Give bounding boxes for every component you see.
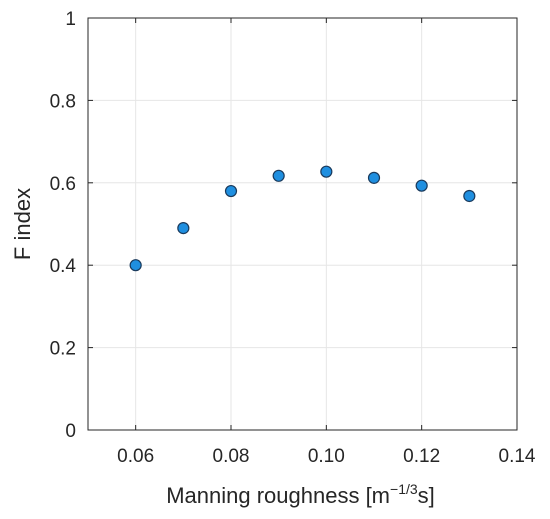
data-point [415, 179, 428, 192]
x-tick-label: 0.12 [403, 446, 440, 467]
x-tick-label: 0.08 [213, 446, 250, 467]
data-point [272, 169, 285, 182]
point-layer [129, 165, 476, 272]
x-axis-label: Manning roughness [m−1/3s] [166, 481, 435, 508]
grid-layer [88, 17, 518, 431]
tick-layer: 0.06 0.08 0.10 0.12 0.14 0 0.2 0.4 0.6 0.8 1 [50, 9, 536, 467]
y-tick-label: 0 [65, 421, 76, 442]
data-point [320, 165, 333, 178]
data-point [129, 259, 142, 272]
x-axis-label-superscript: −1/3 [390, 481, 418, 497]
y-tick-label: 0.8 [50, 91, 76, 112]
x-tick-label: 0.14 [499, 446, 536, 467]
data-point [177, 222, 190, 235]
x-tick-label: 0.06 [117, 446, 154, 467]
x-tick-label: 0.10 [308, 446, 345, 467]
y-tick-label: 0.2 [50, 339, 76, 360]
x-axis-label-main: Manning roughness [m [166, 483, 390, 508]
plot-frame [87, 17, 518, 431]
data-point [367, 171, 381, 184]
y-tick-label: 0.4 [50, 256, 77, 277]
y-tick-label: 0.6 [50, 174, 76, 195]
y-axis-label: F index [10, 188, 35, 260]
x-axis-label-end: s] [418, 483, 435, 508]
data-point [224, 184, 238, 198]
data-point [463, 189, 476, 203]
y-tick-label: 1 [65, 9, 76, 30]
